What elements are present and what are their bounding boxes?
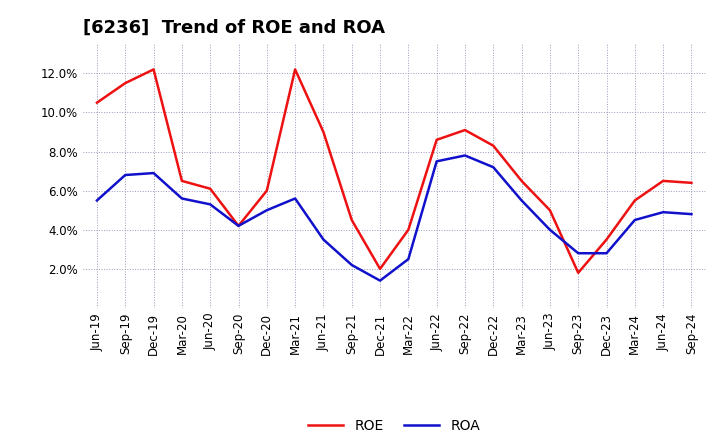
ROA: [348, 262, 356, 268]
ROE: [602, 237, 611, 242]
ROE: [659, 178, 667, 183]
Legend: ROE, ROA: ROE, ROA: [303, 413, 485, 438]
ROA: [319, 237, 328, 242]
ROE: [319, 129, 328, 135]
ROE: [489, 143, 498, 148]
ROA: [404, 257, 413, 262]
ROE: [687, 180, 696, 186]
ROA: [178, 196, 186, 201]
ROA: [687, 212, 696, 217]
ROE: [631, 198, 639, 203]
ROE: [178, 178, 186, 183]
ROE: [121, 81, 130, 86]
ROE: [149, 67, 158, 72]
ROA: [546, 227, 554, 232]
ROE: [461, 128, 469, 133]
ROA: [432, 159, 441, 164]
Line: ROA: ROA: [97, 155, 691, 281]
ROE: [432, 137, 441, 143]
ROE: [348, 217, 356, 223]
ROE: [234, 223, 243, 228]
ROA: [376, 278, 384, 283]
ROA: [461, 153, 469, 158]
ROA: [631, 217, 639, 223]
ROE: [574, 270, 582, 275]
ROE: [291, 67, 300, 72]
ROA: [206, 202, 215, 207]
ROE: [546, 208, 554, 213]
Line: ROE: ROE: [97, 70, 691, 273]
Text: [6236]  Trend of ROE and ROA: [6236] Trend of ROE and ROA: [83, 19, 384, 37]
ROA: [602, 251, 611, 256]
ROA: [121, 172, 130, 178]
ROA: [574, 251, 582, 256]
ROA: [489, 165, 498, 170]
ROE: [376, 266, 384, 271]
ROE: [517, 178, 526, 183]
ROA: [263, 208, 271, 213]
ROE: [404, 227, 413, 232]
ROA: [517, 198, 526, 203]
ROE: [206, 186, 215, 191]
ROA: [93, 198, 102, 203]
ROA: [149, 170, 158, 176]
ROA: [659, 209, 667, 215]
ROE: [93, 100, 102, 105]
ROA: [234, 223, 243, 228]
ROA: [291, 196, 300, 201]
ROE: [263, 188, 271, 193]
